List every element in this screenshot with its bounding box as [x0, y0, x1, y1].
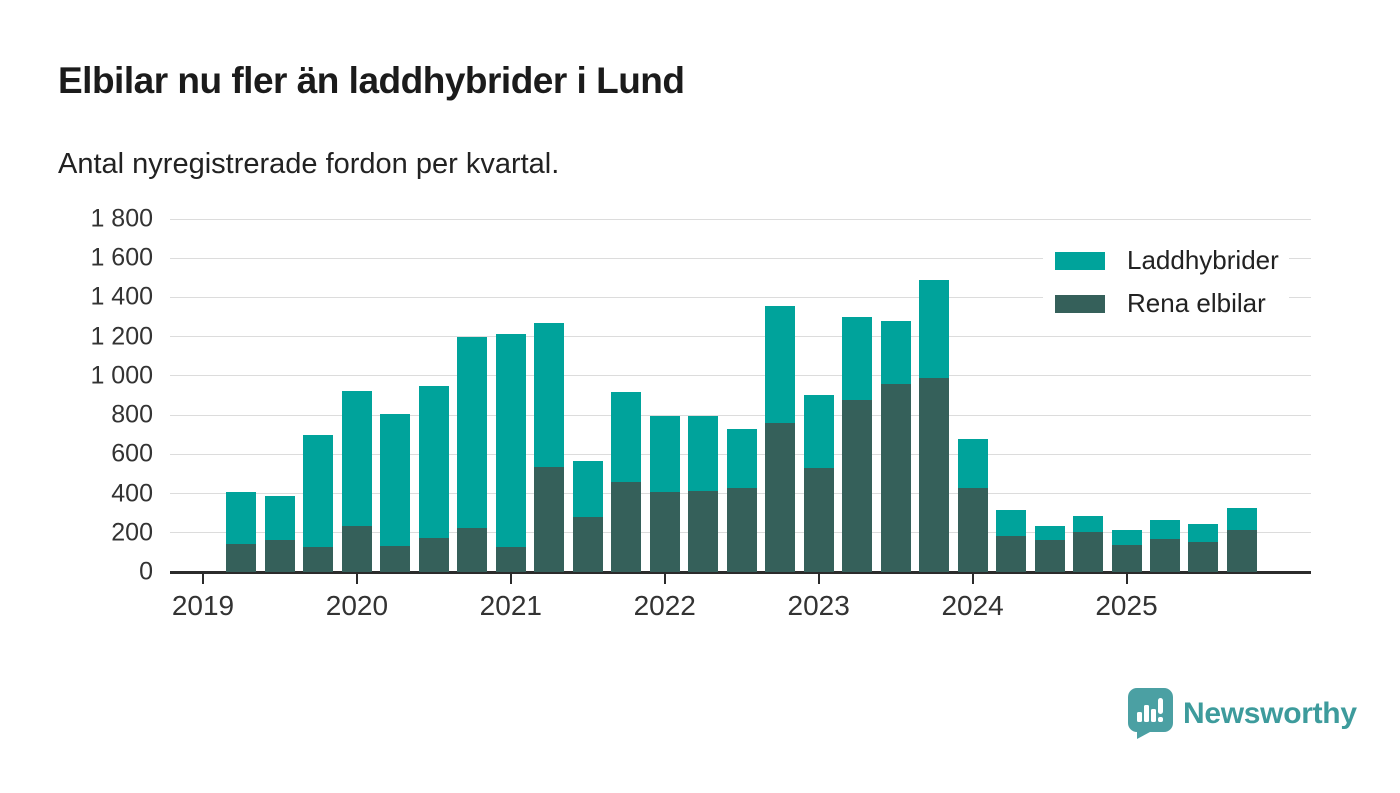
bar-segment-rena-elbilar — [457, 528, 487, 572]
bar-segment-laddhybrider — [1035, 526, 1065, 540]
x-axis-tick — [510, 572, 512, 584]
bar-segment-rena-elbilar — [226, 544, 256, 572]
bar-segment-rena-elbilar — [765, 423, 795, 572]
bar-segment-laddhybrider — [534, 323, 564, 467]
bar-segment-rena-elbilar — [842, 400, 872, 572]
bar-segment-rena-elbilar — [534, 467, 564, 573]
bar-segment-rena-elbilar — [650, 492, 680, 572]
bar-segment-laddhybrider — [419, 386, 449, 538]
bar-segment-rena-elbilar — [804, 468, 834, 572]
x-axis-year-label: 2021 — [451, 590, 571, 622]
bar-segment-laddhybrider — [226, 492, 256, 544]
y-axis-tick-label: 800 — [40, 401, 153, 430]
bar-segment-laddhybrider — [303, 435, 333, 547]
y-axis-tick-label: 600 — [40, 440, 153, 469]
y-axis-tick-label: 1 800 — [40, 205, 153, 234]
bar-segment-rena-elbilar — [1227, 530, 1257, 572]
legend: Laddhybrider Rena elbilar — [1043, 240, 1289, 326]
bar-segment-laddhybrider — [380, 414, 410, 546]
x-axis-tick — [818, 572, 820, 584]
bar-segment-rena-elbilar — [573, 517, 603, 572]
x-axis-year-label: 2025 — [1067, 590, 1187, 622]
bar-segment-laddhybrider — [1188, 524, 1218, 542]
bar-segment-rena-elbilar — [265, 540, 295, 572]
bar-segment-laddhybrider — [881, 321, 911, 384]
bar-segment-laddhybrider — [1073, 516, 1103, 532]
bar-segment-rena-elbilar — [688, 491, 718, 572]
y-axis-tick-label: 0 — [40, 558, 153, 587]
bar-segment-laddhybrider — [611, 392, 641, 481]
bar-segment-laddhybrider — [842, 317, 872, 399]
rena-elbilar-swatch-icon — [1055, 295, 1105, 313]
y-axis-tick-label: 1 000 — [40, 361, 153, 390]
newsworthy-wordmark: Newsworthy — [1183, 697, 1357, 731]
bar-segment-laddhybrider — [765, 306, 795, 424]
chart-title: Elbilar nu fler än laddhybrider i Lund — [58, 60, 1258, 102]
x-axis-tick — [664, 572, 666, 584]
x-axis-tick — [356, 572, 358, 584]
x-axis-tick — [1126, 572, 1128, 584]
bar-segment-laddhybrider — [958, 439, 988, 488]
grid-line — [170, 219, 1311, 220]
bar-segment-rena-elbilar — [380, 546, 410, 572]
bar-segment-laddhybrider — [1112, 530, 1142, 545]
bar-segment-rena-elbilar — [881, 384, 911, 572]
bar-segment-laddhybrider — [457, 337, 487, 528]
bar-segment-laddhybrider — [804, 395, 834, 468]
x-axis-year-label: 2022 — [605, 590, 725, 622]
y-axis-tick-label: 1 400 — [40, 283, 153, 312]
grid-line — [170, 336, 1311, 337]
bar-segment-laddhybrider — [688, 416, 718, 491]
chart-subtitle: Antal nyregistrerade fordon per kvartal. — [58, 148, 1258, 181]
bar-segment-laddhybrider — [1150, 520, 1180, 539]
legend-item-rena-elbilar: Rena elbilar — [1043, 283, 1289, 324]
y-axis-tick-label: 1 600 — [40, 244, 153, 273]
bar-segment-laddhybrider — [919, 280, 949, 378]
y-axis-tick-label: 200 — [40, 518, 153, 547]
bar-segment-rena-elbilar — [342, 526, 372, 572]
bar-segment-laddhybrider — [573, 461, 603, 517]
chart-canvas: Elbilar nu fler än laddhybrider i Lund A… — [0, 0, 1400, 793]
x-axis-year-label: 2024 — [913, 590, 1033, 622]
bar-segment-rena-elbilar — [303, 547, 333, 572]
grid-line — [170, 375, 1311, 376]
bar-segment-laddhybrider — [496, 334, 526, 546]
legend-item-laddhybrider: Laddhybrider — [1043, 240, 1289, 281]
legend-label: Rena elbilar — [1127, 288, 1266, 319]
bar-segment-laddhybrider — [650, 416, 680, 492]
bar-segment-rena-elbilar — [419, 538, 449, 572]
bar-segment-rena-elbilar — [996, 536, 1026, 572]
x-axis-year-label: 2023 — [759, 590, 879, 622]
bar-segment-laddhybrider — [342, 391, 372, 526]
laddhybrider-swatch-icon — [1055, 252, 1105, 270]
x-axis-tick — [972, 572, 974, 584]
newsworthy-logo: Newsworthy — [1128, 688, 1357, 740]
x-axis-year-label: 2020 — [297, 590, 417, 622]
bar-segment-rena-elbilar — [958, 488, 988, 572]
legend-label: Laddhybrider — [1127, 245, 1279, 276]
bar-segment-rena-elbilar — [1150, 539, 1180, 572]
newsworthy-speech-bubble-chart-icon — [1128, 688, 1173, 740]
bar-segment-laddhybrider — [727, 429, 757, 487]
bar-segment-rena-elbilar — [1188, 542, 1218, 572]
bar-segment-rena-elbilar — [496, 547, 526, 572]
bar-segment-rena-elbilar — [919, 378, 949, 572]
bar-segment-rena-elbilar — [727, 488, 757, 572]
bar-segment-rena-elbilar — [1035, 540, 1065, 572]
bar-segment-rena-elbilar — [1112, 545, 1142, 572]
x-axis-tick — [202, 572, 204, 584]
bar-segment-rena-elbilar — [1073, 532, 1103, 572]
bar-segment-laddhybrider — [996, 510, 1026, 536]
bar-segment-laddhybrider — [265, 496, 295, 540]
bar-segment-laddhybrider — [1227, 508, 1257, 530]
y-axis-tick-label: 1 200 — [40, 322, 153, 351]
x-axis-year-label: 2019 — [143, 590, 263, 622]
y-axis-tick-label: 400 — [40, 479, 153, 508]
bar-segment-rena-elbilar — [611, 482, 641, 572]
